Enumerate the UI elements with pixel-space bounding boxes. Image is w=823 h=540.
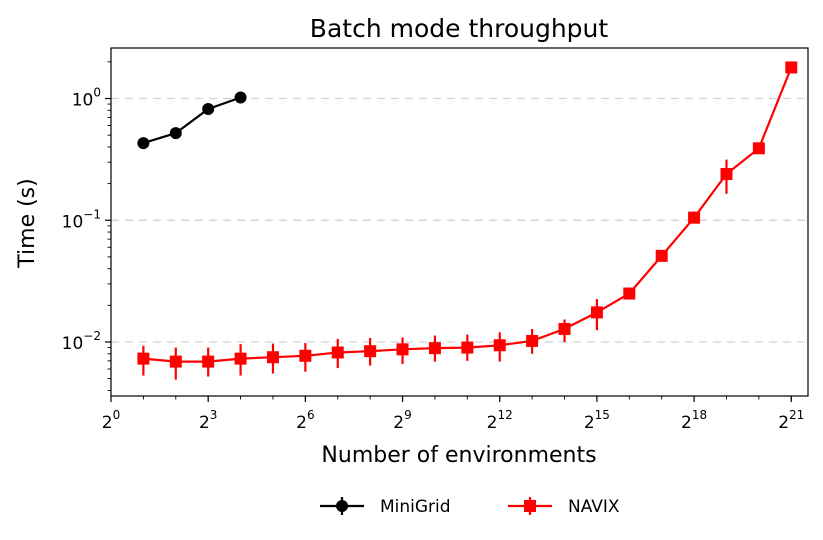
data-point [526, 334, 539, 347]
data-point [428, 342, 441, 355]
legend-item: MiniGrid [320, 497, 451, 517]
legend: MiniGrid NAVIX [320, 497, 620, 517]
y-tick-label: 10−2 [62, 329, 101, 354]
x-tick-label: 212 [487, 408, 513, 433]
data-point [785, 61, 798, 74]
series-minigrid [137, 91, 247, 150]
data-point [234, 91, 247, 104]
data-point [752, 142, 765, 155]
series-layer [137, 61, 798, 380]
data-point [461, 341, 474, 354]
y-tick-label: 100 [72, 86, 101, 111]
legend-marker [336, 500, 348, 512]
data-point [137, 352, 150, 365]
data-point [234, 352, 247, 365]
x-tick-label: 215 [584, 408, 610, 433]
data-point [299, 349, 312, 362]
y-grid [111, 97, 808, 343]
data-point [266, 351, 279, 364]
chart-title: Batch mode throughput [310, 14, 609, 43]
series-navix [137, 61, 798, 380]
data-point [688, 211, 701, 224]
x-tick-label: 20 [102, 408, 120, 433]
plot-area-frame [110, 47, 809, 397]
data-point [331, 346, 344, 359]
data-point [590, 306, 603, 319]
data-point [720, 167, 733, 180]
x-tick-label: 23 [199, 408, 217, 433]
legend-item: NAVIX [508, 497, 620, 517]
data-point [169, 355, 182, 368]
data-point [655, 249, 668, 262]
legend-marker [524, 500, 536, 512]
x-tick-label: 26 [296, 408, 314, 433]
data-point [493, 339, 506, 352]
data-point [364, 345, 377, 358]
y-axis-label: Time (s) [15, 178, 40, 268]
legend-label: NAVIX [568, 497, 620, 517]
x-tick-label: 29 [393, 408, 411, 433]
x-axis-ticks: 20 23 26 29 212 215 218 221 [102, 396, 804, 433]
y-tick-label: 10−1 [62, 207, 101, 232]
legend-label: MiniGrid [380, 497, 451, 517]
data-point [169, 127, 182, 140]
data-point [202, 103, 215, 116]
x-axis-label: Number of environments [321, 443, 596, 468]
data-point [202, 355, 215, 368]
series-line [143, 96, 241, 145]
y-axis-ticks: 10−2 10−1 100 [62, 61, 111, 391]
data-point [396, 343, 409, 356]
data-point [137, 137, 150, 150]
data-point [623, 287, 636, 300]
x-tick-label: 218 [681, 408, 707, 433]
data-point [558, 322, 571, 335]
x-tick-label: 221 [778, 408, 804, 433]
